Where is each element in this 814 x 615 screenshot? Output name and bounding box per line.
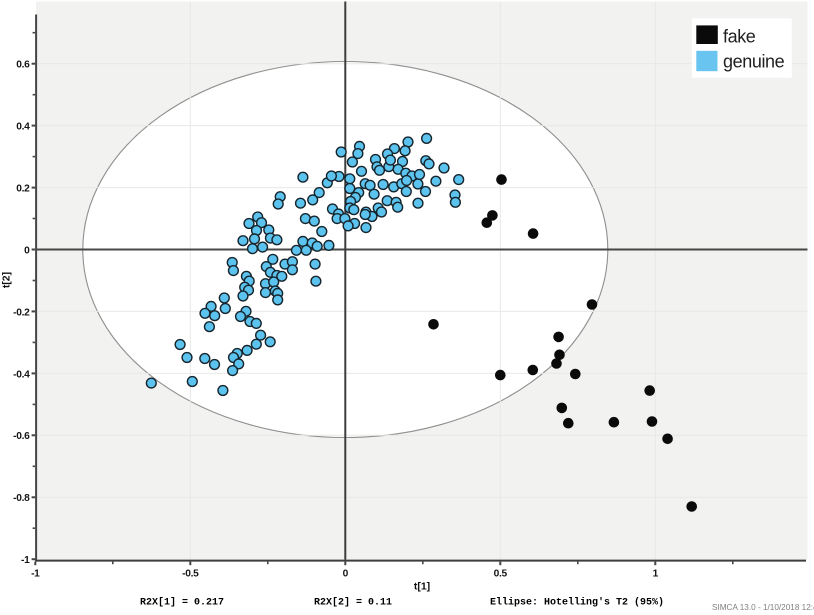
svg-text:R2X[1] = 0.217: R2X[1] = 0.217 bbox=[140, 597, 224, 609]
svg-text:R2X[2] = 0.11: R2X[2] = 0.11 bbox=[314, 597, 392, 609]
svg-text:1: 1 bbox=[653, 568, 659, 579]
svg-text:-0.8: -0.8 bbox=[13, 493, 30, 504]
svg-text:-0.5: -0.5 bbox=[182, 568, 199, 579]
svg-text:t[1]: t[1] bbox=[414, 580, 430, 592]
svg-text:0.2: 0.2 bbox=[16, 184, 30, 195]
svg-text:-0.4: -0.4 bbox=[13, 369, 30, 380]
svg-text:0: 0 bbox=[343, 568, 349, 579]
svg-text:0.4: 0.4 bbox=[16, 122, 30, 133]
svg-text:SIMCA 13.0 - 1/10/2018 12:4: SIMCA 13.0 - 1/10/2018 12:4 bbox=[712, 603, 814, 612]
svg-text:-0.2: -0.2 bbox=[13, 307, 30, 318]
svg-text:0.5: 0.5 bbox=[494, 568, 508, 579]
svg-text:0.6: 0.6 bbox=[16, 60, 30, 71]
svg-text:genuine: genuine bbox=[723, 51, 785, 71]
svg-text:-1: -1 bbox=[31, 568, 40, 579]
svg-text:t[2]: t[2] bbox=[1, 272, 13, 288]
svg-text:Ellipse: Hotelling's T2 (95%): Ellipse: Hotelling's T2 (95%) bbox=[490, 597, 664, 609]
svg-text:-0.6: -0.6 bbox=[13, 431, 30, 442]
svg-text:0: 0 bbox=[24, 245, 30, 256]
svg-text:fake: fake bbox=[723, 27, 756, 47]
svg-text:-1: -1 bbox=[21, 555, 30, 566]
